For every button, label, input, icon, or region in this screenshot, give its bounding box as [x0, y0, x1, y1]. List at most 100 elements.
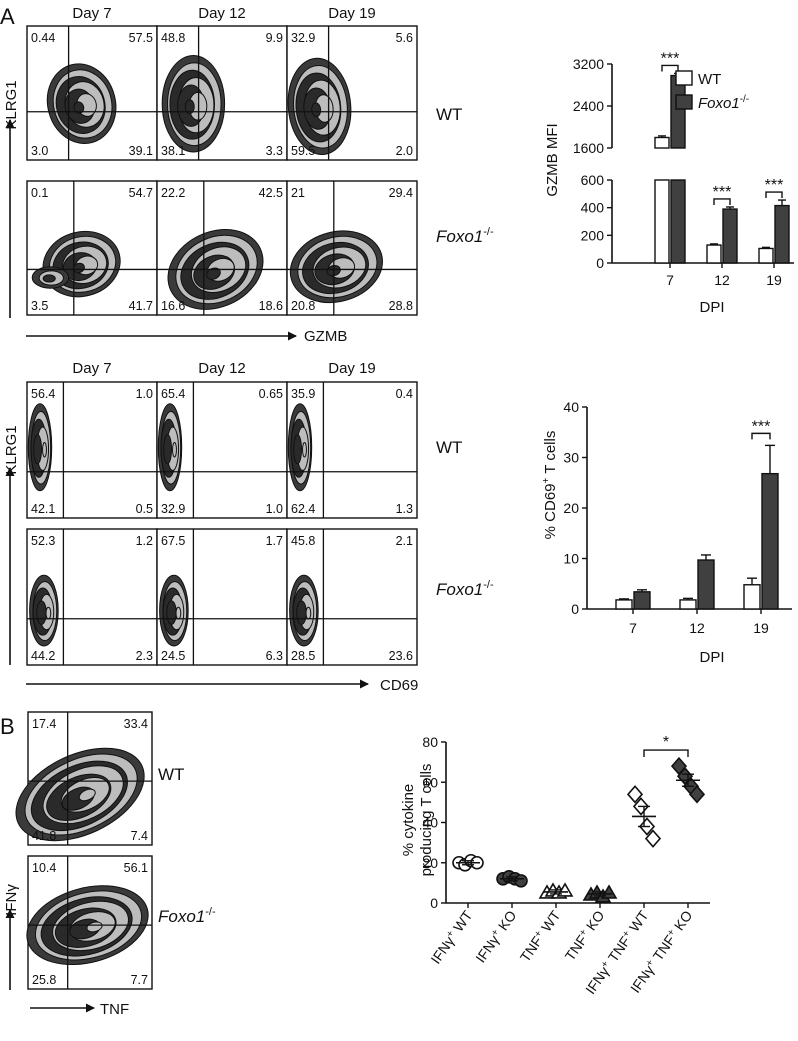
- bar-0-1: [706, 244, 722, 264]
- row-label-wt: WT: [436, 105, 462, 124]
- flow-gzmb-r0-c0-quadrant-lower-left: 3.0: [31, 144, 48, 158]
- flow-cd69-r1-c1-quadrant-lower-right: 6.3: [266, 649, 283, 663]
- significance-label-1: ***: [713, 184, 732, 201]
- y-tick-label-lower-2: 400: [581, 200, 605, 216]
- legend: WT Foxo1-/-: [675, 70, 749, 112]
- y-tick-label-lower-0: 0: [596, 255, 604, 271]
- legend-swatch-foxo1: [675, 94, 693, 110]
- x-tick-label-2: 19: [753, 620, 769, 636]
- bar-1-1: [722, 208, 738, 264]
- row-label-foxo1-base: Foxo1: [436, 580, 483, 599]
- significance-bracket-0: [643, 749, 689, 758]
- y-axis-label: KLRG1: [3, 80, 20, 129]
- legend-label-wt: WT: [698, 71, 721, 88]
- column-header-day7: Day 7: [72, 360, 111, 377]
- flow-cd69-r1-c2-quadrant-lower-left: 28.5: [291, 649, 315, 663]
- flow-gzmb-r0-c2-quadrant-upper-left: 32.9: [291, 31, 315, 45]
- flow-gzmb-r1-c0-quadrant-lower-right: 41.7: [129, 299, 153, 313]
- row-label-foxo1: Foxo1-/-: [158, 906, 216, 926]
- x-axis-label: CD69: [380, 677, 418, 694]
- flow-gzmb-r0-c1-contour-0-level-6: [184, 99, 195, 115]
- x-axis-label: TNF: [100, 1001, 129, 1018]
- flow-cd69-r1-c2-contour-0-level-5: [305, 606, 312, 620]
- flow-cd69-r0-c2-quadrant-upper-left: 35.9: [291, 387, 315, 401]
- flow-cd69-r1-c2: 45.8 2.1 28.5 23.6: [286, 528, 418, 666]
- flow-gzmb-r1-c1-quadrant-upper-left: 22.2: [161, 186, 185, 200]
- flow-ifng-r0-quadrant-upper-right: 33.4: [124, 717, 148, 731]
- row-label-wt: WT: [158, 765, 184, 784]
- flow-gzmb-r0-c2-contour-0-level-6: [311, 102, 322, 118]
- y-tick-label-upper-0: 1600: [573, 140, 604, 156]
- flow-gzmb-r1-c2-quadrant-upper-right: 29.4: [389, 186, 413, 200]
- y-tick-label-4: 80: [422, 734, 438, 750]
- flow-cd69-r0-c0-contour-0-level-5: [42, 442, 47, 458]
- bar-0-1: [679, 599, 697, 610]
- flow-cd69-r0-c0-contour-0-level-4: [33, 434, 42, 465]
- flow-ifng-r1-quadrant-lower-left: 25.8: [32, 973, 56, 987]
- bar-1-1: [697, 559, 715, 610]
- y-tick-label-2: 20: [563, 500, 579, 516]
- point-4-3: [644, 829, 662, 848]
- x-tick-label-2-part-1: +: [532, 928, 544, 939]
- y-axis-title-base: % CD69: [542, 483, 559, 539]
- y-tick-label-4: 40: [563, 399, 579, 415]
- flow-gzmb-r0-c0-quadrant-lower-right: 39.1: [129, 144, 153, 158]
- cytokine-scatter-chart: % cytokine producing T cells 0 20 40 60 80 IF…: [400, 734, 710, 997]
- flow-gzmb-r1-c1-quadrant-upper-right: 42.5: [259, 186, 283, 200]
- cd69-bar-chart: % CD69+ T cells DPI 0 10 20 30 40 7 12 19 ***: [541, 399, 792, 666]
- flow-cd69-r0-c1-quadrant-lower-right: 1.0: [266, 502, 283, 516]
- flow-gzmb-r0-c2-quadrant-lower-right: 2.0: [396, 144, 413, 158]
- x-axis-title: DPI: [699, 299, 724, 316]
- gzmb-mfi-bar-chart: GZMB MFI DPI 1600 2400 3200 0 200 400 600 7 12 19…: [544, 50, 794, 316]
- legend-swatch-wt: [675, 70, 693, 86]
- flow-cd69-r1-c0-contour-0-level-4: [36, 600, 47, 625]
- y-axis-label: IFNγ: [3, 884, 20, 916]
- flow-grid-cd69: Day 7 Day 12 Day 19 WT Foxo1-/- KLRG1 CD…: [3, 360, 494, 694]
- y-tick-label-1: 20: [422, 855, 438, 871]
- flow-cd69-r0-c0-quadrant-lower-right: 0.5: [136, 502, 153, 516]
- significance-bracket-0: [661, 64, 679, 72]
- significance-label-0: ***: [661, 50, 680, 67]
- row-label-wt: WT: [436, 438, 462, 457]
- x-tick-label-3-part-1: +: [577, 927, 589, 938]
- flow-cd69-r0-c0-quadrant-lower-left: 42.1: [31, 502, 55, 516]
- flow-cd69-r0-c2-quadrant-lower-left: 62.4: [291, 502, 315, 516]
- point-4-0: [626, 785, 644, 804]
- flow-cd69-r0-c1-quadrant-lower-left: 32.9: [161, 502, 185, 516]
- row-label-foxo1: Foxo1-/-: [436, 226, 494, 246]
- significance-label-0: ***: [752, 418, 771, 435]
- flow-ifng-r0: 17.4 33.4 41.8 7.4: [15, 711, 153, 846]
- x-tick-label-0-part-1: +: [444, 928, 456, 939]
- flow-gzmb-r0-c1-quadrant-lower-left: 38.1: [161, 144, 185, 158]
- flow-cd69-r1-c0-quadrant-lower-left: 44.2: [31, 649, 55, 663]
- flow-gzmb-r0-c2: 32.9 5.6 59.5 2.0: [286, 25, 418, 161]
- bar-1-0: [633, 591, 651, 610]
- flow-gzmb-r1-c0: 0.1 54.7 3.5 41.7: [26, 180, 158, 316]
- row-label-foxo1-superscript: -/-: [483, 226, 494, 238]
- bar-1-2: [761, 472, 779, 610]
- flow-ifng-r1: 10.4 56.1 25.8 7.7: [26, 855, 153, 990]
- column-header-day12: Day 12: [198, 5, 246, 22]
- y-axis-title: % CD69+ T cells: [541, 431, 559, 540]
- flow-cd69-r1-c2-quadrant-upper-right: 2.1: [396, 534, 413, 548]
- flow-gzmb-r1-c2: 21 29.4 20.8 28.8: [286, 180, 418, 316]
- flow-gzmb-r1-c0-quadrant-upper-right: 54.7: [129, 186, 153, 200]
- flow-gzmb-r0-c0-contour-0-level-6: [73, 101, 85, 114]
- flow-cd69-r1-c0: 52.3 1.2 44.2 2.3: [26, 528, 158, 666]
- x-tick-label-5-part-3: +: [665, 927, 677, 938]
- y-axis-title-tail: T cells: [542, 431, 559, 478]
- x-tick-label-1: 12: [689, 620, 705, 636]
- flow-ifng-r1-quadrant-upper-right: 56.1: [124, 861, 148, 875]
- row-label-foxo1: Foxo1-/-: [436, 579, 494, 599]
- flow-cd69-r0-c1-contour-0-level-4: [163, 434, 173, 465]
- column-header-day19: Day 19: [328, 5, 376, 22]
- flow-cd69-r0-c0-quadrant-upper-left: 56.4: [31, 387, 55, 401]
- flow-cd69-r0-c0-quadrant-upper-right: 1.0: [136, 387, 153, 401]
- flow-cd69-r0-c0: 56.4 1.0 42.1 0.5: [26, 381, 158, 519]
- x-tick-label-2: TNF+ WT: [516, 907, 563, 965]
- significance-bracket-1: [713, 198, 731, 205]
- flow-cd69-r0-c2-quadrant-upper-right: 0.4: [396, 387, 413, 401]
- flow-cd69-r1-c1-contour-0-level-4: [166, 600, 177, 625]
- flow-gzmb-r0-c1-quadrant-upper-right: 9.9: [266, 31, 283, 45]
- bar-0-2: [743, 584, 761, 610]
